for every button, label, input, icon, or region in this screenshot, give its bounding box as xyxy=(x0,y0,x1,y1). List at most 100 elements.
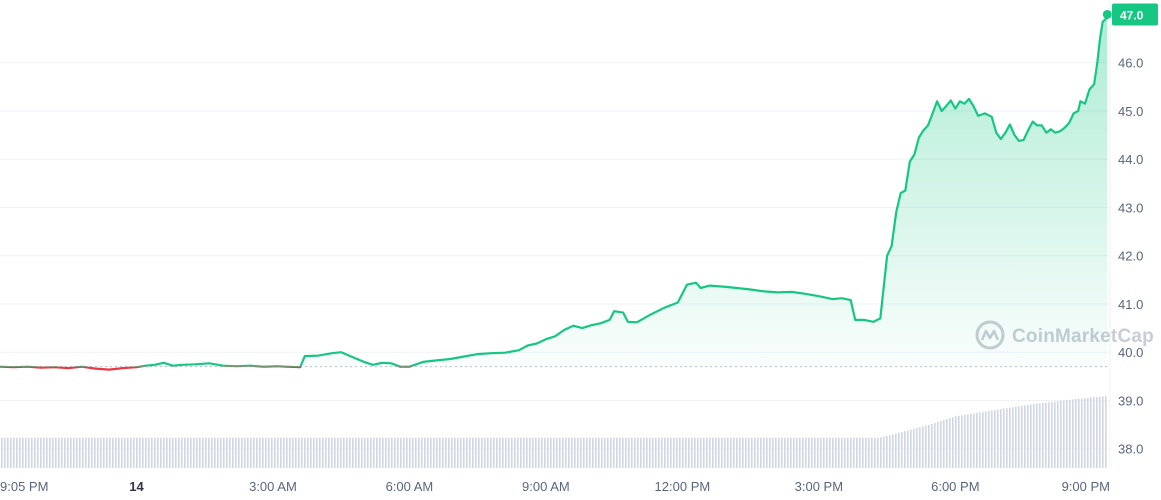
volume-bar xyxy=(604,437,606,468)
volume-bar xyxy=(640,437,642,468)
volume-bar xyxy=(355,437,357,468)
volume-bar xyxy=(817,437,819,468)
volume-bar xyxy=(283,437,285,468)
volume-bar xyxy=(193,437,195,468)
volume-bar xyxy=(436,437,438,468)
volume-bar xyxy=(1078,398,1080,468)
price-area-fill xyxy=(139,14,1108,367)
volume-bar xyxy=(433,437,435,468)
volume-bar xyxy=(28,437,30,468)
volume-bar xyxy=(250,437,252,468)
volume-bar xyxy=(946,419,948,468)
x-tick-label: 9:00 PM xyxy=(1062,479,1110,494)
volume-bar xyxy=(523,437,525,468)
volume-bar xyxy=(952,417,954,468)
volume-bar xyxy=(811,437,813,468)
volume-bar xyxy=(424,437,426,468)
volume-bar xyxy=(1081,398,1083,468)
volume-bar xyxy=(766,437,768,468)
volume-bar xyxy=(1000,409,1002,468)
volume-bar xyxy=(307,437,309,468)
volume-bar xyxy=(724,437,726,468)
volume-bar xyxy=(328,437,330,468)
volume-bar xyxy=(421,437,423,468)
volume-bar xyxy=(658,437,660,468)
volume-bar xyxy=(463,437,465,468)
volume-bar xyxy=(730,437,732,468)
volume-bar xyxy=(442,437,444,468)
volume-bar xyxy=(532,437,534,468)
volume-bar xyxy=(595,437,597,468)
volume-bar xyxy=(151,437,153,468)
volume-bar xyxy=(712,437,714,468)
volume-bar xyxy=(172,437,174,468)
y-tick-label: 43.0 xyxy=(1118,200,1143,215)
volume-bar xyxy=(1060,400,1062,468)
volume-bar xyxy=(964,414,966,468)
volume-bar xyxy=(694,437,696,468)
volume-bar xyxy=(106,437,108,468)
volume-bar xyxy=(1063,400,1065,468)
volume-bar xyxy=(958,415,960,468)
volume-bar xyxy=(280,437,282,468)
current-price-label: 47.0 xyxy=(1120,8,1144,22)
volume-bar xyxy=(241,437,243,468)
volume-bar xyxy=(673,437,675,468)
volume-bar xyxy=(580,437,582,468)
volume-bar xyxy=(1036,403,1038,468)
volume-bar xyxy=(568,437,570,468)
volume-bar xyxy=(955,416,957,468)
volume-bar xyxy=(649,437,651,468)
volume-bar xyxy=(214,437,216,468)
volume-bar xyxy=(697,437,699,468)
volume-bar xyxy=(46,437,48,468)
volume-bar xyxy=(469,437,471,468)
volume-bar xyxy=(16,437,18,468)
volume-bar xyxy=(7,437,9,468)
y-tick-label: 46.0 xyxy=(1118,56,1143,71)
volume-bar xyxy=(229,437,231,468)
volume-bar xyxy=(574,437,576,468)
volume-bar xyxy=(904,431,906,468)
volume-bar xyxy=(313,437,315,468)
volume-bar xyxy=(1051,401,1053,468)
volume-bar xyxy=(1012,407,1014,468)
volume-bar xyxy=(622,437,624,468)
volume-bar xyxy=(256,437,258,468)
volume-bar xyxy=(166,437,168,468)
volume-bar xyxy=(565,437,567,468)
volume-bar xyxy=(97,437,99,468)
volume-bar xyxy=(868,437,870,468)
volume-bar xyxy=(685,437,687,468)
volume-bar xyxy=(430,437,432,468)
volume-bar xyxy=(949,418,951,468)
x-tick-label: 3:00 AM xyxy=(249,479,297,494)
volume-bar xyxy=(592,437,594,468)
current-price-marker: 47.0 xyxy=(1102,3,1158,26)
volume-bar xyxy=(331,437,333,468)
volume-bar xyxy=(4,437,6,468)
volume-bar xyxy=(907,430,909,468)
volume-bar xyxy=(346,437,348,468)
volume-bar xyxy=(49,437,51,468)
volume-bar xyxy=(259,437,261,468)
volume-bar xyxy=(112,437,114,468)
volume-bar xyxy=(394,437,396,468)
volume-bar xyxy=(871,437,873,468)
volume-bar xyxy=(67,437,69,468)
volume-bar xyxy=(886,435,888,468)
x-tick-label: 14 xyxy=(129,479,144,494)
volume-bar xyxy=(1030,404,1032,468)
volume-bar xyxy=(514,437,516,468)
y-axis: 38.0 39.0 40.0 41.0 42.0 43.0 44.0 45.0 46.0 xyxy=(1118,56,1143,457)
volume-bar xyxy=(991,410,993,468)
volume-bar xyxy=(637,437,639,468)
volume-bar xyxy=(520,437,522,468)
volume-bar xyxy=(286,437,288,468)
volume-bar xyxy=(823,437,825,468)
y-tick-label: 38.0 xyxy=(1118,442,1143,457)
volume-bar xyxy=(631,437,633,468)
volume-bar xyxy=(1096,396,1098,468)
volume-bar xyxy=(889,435,891,468)
